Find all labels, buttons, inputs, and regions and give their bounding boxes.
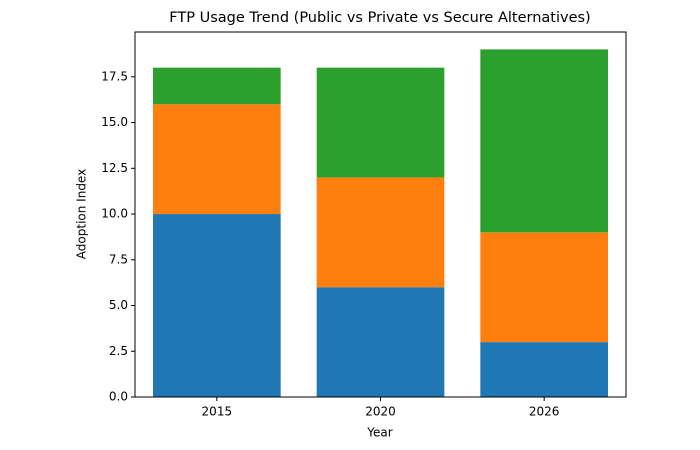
y-tick-label: 10.0 [101,207,128,221]
x-tick-label: 2026 [529,405,560,419]
bar-segment [153,67,281,105]
bar-segment [480,232,608,343]
y-tick-label: 7.5 [109,252,128,266]
y-tick-label: 2.5 [109,344,128,358]
y-tick-label: 15.0 [101,115,128,129]
x-tick-label: 2015 [202,405,233,419]
x-tick-label: 2020 [365,405,396,419]
y-tick-label: 5.0 [109,298,128,312]
bar-segment [153,214,281,397]
bar-segment [316,287,445,397]
bar-segment [153,104,281,215]
bar-segment [480,342,608,397]
bar-segment [480,49,608,233]
x-axis-label: Year [366,426,392,440]
y-axis-label: Adoption Index [75,169,89,259]
bar-segment [316,177,445,288]
y-tick-label: 17.5 [101,69,128,83]
bar-segment [316,67,445,178]
chart-title: FTP Usage Trend (Public vs Private vs Se… [169,10,590,26]
y-tick-label: 0.0 [109,390,128,404]
y-tick-label: 12.5 [101,161,128,175]
plot-frame [134,31,627,398]
